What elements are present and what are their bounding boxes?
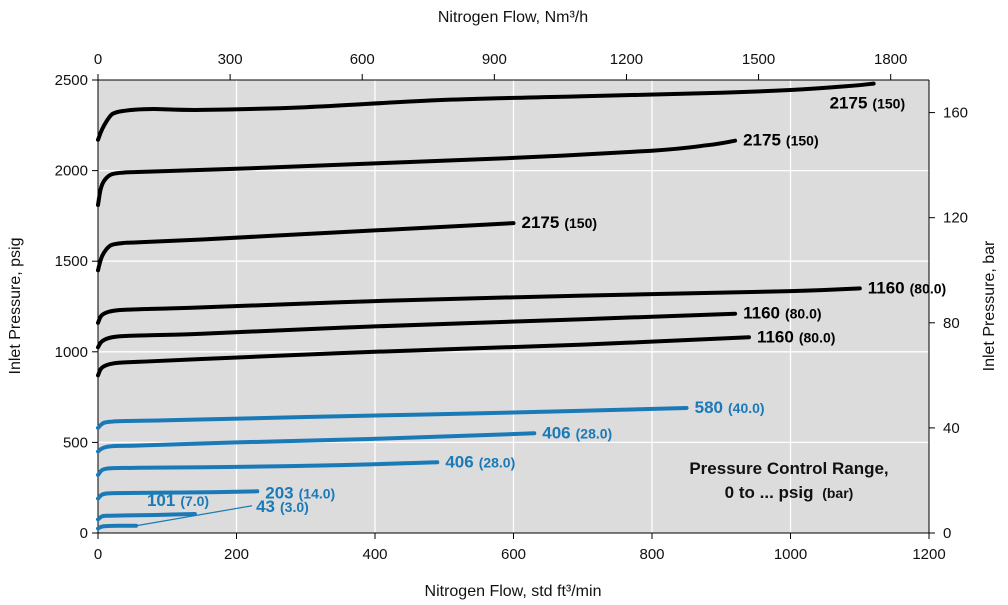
x2-tick-label: 1800 bbox=[874, 51, 907, 68]
series-label-value: 1160 bbox=[757, 327, 794, 346]
series-label-bar: (80.0) bbox=[910, 280, 947, 296]
x-tick-label: 1200 bbox=[912, 546, 945, 563]
y-axis-title: Inlet Pressure, psig bbox=[7, 238, 24, 375]
series-curve bbox=[96, 138, 738, 207]
x-tick-label: 400 bbox=[362, 546, 387, 563]
series-label: 406 (28.0) bbox=[445, 452, 515, 471]
series-label-leader bbox=[135, 505, 253, 527]
series-label: 1160 (80.0) bbox=[868, 278, 946, 297]
y-tick-label: 1000 bbox=[55, 344, 88, 361]
y-tick-label: 1500 bbox=[55, 253, 88, 270]
y2-tick-label: 40 bbox=[943, 420, 960, 437]
series-curve bbox=[96, 489, 260, 501]
series-label: 43 (3.0) bbox=[256, 497, 309, 516]
series-label-bar: (150) bbox=[564, 215, 597, 231]
series-label-value: 406 bbox=[445, 452, 473, 471]
series-label-value: 43 bbox=[256, 497, 275, 516]
y-tick-label: 500 bbox=[63, 434, 88, 451]
annotation-line-1: Pressure Control Range, bbox=[689, 459, 888, 478]
series-label-value: 203 bbox=[265, 483, 293, 502]
x2-tick-label: 600 bbox=[350, 51, 375, 68]
x2-axis-title: Nitrogen Flow, Nm³/h bbox=[438, 9, 588, 26]
series-label-bar: (80.0) bbox=[799, 329, 836, 345]
x-tick-label: 800 bbox=[639, 546, 664, 563]
series-label-value: 1160 bbox=[743, 304, 780, 323]
series-label-bar: (28.0) bbox=[576, 425, 613, 441]
series-label: 1160 (80.0) bbox=[757, 327, 835, 346]
annotation-range: 0 to ... psig bbox=[725, 483, 814, 502]
series-label-bar: (3.0) bbox=[280, 499, 309, 515]
series-curve bbox=[96, 406, 689, 430]
series-label-value: 101 bbox=[147, 491, 175, 510]
x2-tick-label: 900 bbox=[482, 51, 507, 68]
series-curve bbox=[96, 431, 537, 454]
series-label: 2175 (150) bbox=[830, 94, 906, 113]
y2-tick-label: 160 bbox=[943, 105, 968, 122]
x-tick-label: 1000 bbox=[774, 546, 807, 563]
x-axis-title: Nitrogen Flow, std ft³/min bbox=[425, 583, 602, 600]
series-curve bbox=[96, 81, 876, 142]
series-label-value: 2175 bbox=[830, 94, 868, 113]
series-label: 1160 (80.0) bbox=[743, 304, 821, 323]
y-tick-label: 0 bbox=[80, 525, 88, 542]
series-curve bbox=[96, 286, 862, 325]
series-label-bar: (14.0) bbox=[299, 485, 336, 501]
axis-ticks: 0 200 400 600 800 1000 12000500100015002000250… bbox=[55, 51, 968, 563]
series-label-value: 406 bbox=[542, 423, 570, 442]
series-label-bar: (80.0) bbox=[785, 306, 822, 322]
annotation-unit: (bar) bbox=[822, 485, 853, 501]
series-curve bbox=[96, 523, 139, 531]
series-curve bbox=[96, 311, 738, 350]
series-label-bar: (40.0) bbox=[728, 400, 765, 416]
series-label: 2175 (150) bbox=[743, 131, 819, 150]
series-label-value: 580 bbox=[695, 398, 723, 417]
y2-tick-label: 0 bbox=[943, 525, 951, 542]
series-curve bbox=[96, 335, 751, 378]
x2-tick-label: 1500 bbox=[742, 51, 775, 68]
series-curve bbox=[96, 512, 197, 522]
series-curve bbox=[96, 460, 440, 477]
series-label: 101 (7.0) bbox=[147, 491, 209, 510]
series-curves bbox=[96, 81, 876, 531]
series-label-value: 2175 bbox=[522, 213, 560, 232]
series-curve bbox=[96, 221, 516, 273]
series-label: 580 (40.0) bbox=[695, 398, 765, 417]
y2-tick-label: 120 bbox=[943, 210, 968, 227]
y2-axis-title: Inlet Pressure, bar bbox=[981, 240, 998, 371]
x-tick-label: 600 bbox=[501, 546, 526, 563]
series-label: 2175 (150) bbox=[522, 213, 598, 232]
x-tick-label: 200 bbox=[224, 546, 249, 563]
series-label-bar: (150) bbox=[872, 96, 905, 112]
series-label: 406 (28.0) bbox=[542, 423, 612, 442]
series-label-bar: (150) bbox=[786, 133, 819, 149]
series-label-value: 2175 bbox=[743, 131, 781, 150]
x2-tick-label: 300 bbox=[218, 51, 243, 68]
y-tick-label: 2500 bbox=[55, 72, 88, 89]
series-label: 203 (14.0) bbox=[265, 483, 335, 502]
series-label-value: 1160 bbox=[868, 278, 905, 297]
y-tick-label: 2000 bbox=[55, 163, 88, 180]
x-tick-label: 0 bbox=[94, 546, 102, 563]
series-label-bar: (28.0) bbox=[479, 454, 516, 470]
series-labels: 2175 (150)2175 (150)2175 (150)1160 (80.0)116… bbox=[135, 94, 946, 527]
x2-tick-label: 1200 bbox=[610, 51, 643, 68]
series-label-bar: (7.0) bbox=[180, 493, 209, 509]
annotation-line-2: 0 to ... psig (bar) bbox=[725, 483, 854, 502]
y2-tick-label: 80 bbox=[943, 315, 960, 332]
x2-tick-label: 0 bbox=[94, 51, 102, 68]
